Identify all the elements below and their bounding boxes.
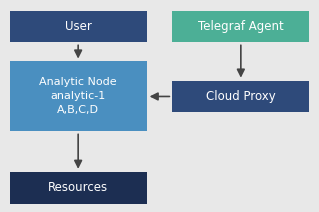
- Text: Analytic Node
analytic-1
A,B,C,D: Analytic Node analytic-1 A,B,C,D: [39, 77, 117, 116]
- FancyBboxPatch shape: [172, 81, 309, 112]
- FancyBboxPatch shape: [10, 61, 147, 131]
- Text: Resources: Resources: [48, 181, 108, 194]
- FancyBboxPatch shape: [10, 11, 147, 42]
- Text: Cloud Proxy: Cloud Proxy: [206, 90, 276, 103]
- FancyBboxPatch shape: [10, 172, 147, 204]
- Text: User: User: [65, 20, 92, 33]
- Text: Telegraf Agent: Telegraf Agent: [198, 20, 284, 33]
- FancyBboxPatch shape: [172, 11, 309, 42]
